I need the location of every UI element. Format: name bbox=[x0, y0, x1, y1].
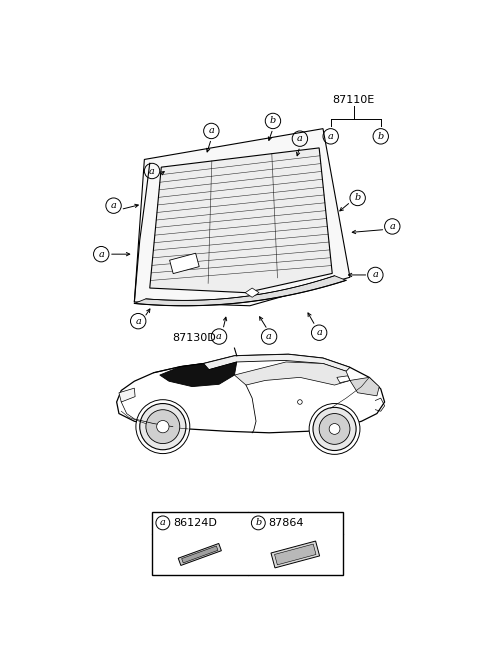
Text: a: a bbox=[149, 166, 155, 176]
Text: a: a bbox=[216, 332, 222, 341]
Polygon shape bbox=[196, 354, 350, 373]
Text: 87110E: 87110E bbox=[333, 95, 375, 105]
Text: a: a bbox=[328, 132, 334, 141]
Text: a: a bbox=[389, 222, 395, 231]
Polygon shape bbox=[150, 148, 332, 293]
Text: b: b bbox=[355, 193, 361, 202]
Polygon shape bbox=[350, 377, 379, 396]
Polygon shape bbox=[134, 276, 346, 306]
Circle shape bbox=[313, 407, 356, 451]
Polygon shape bbox=[117, 354, 384, 433]
Text: a: a bbox=[266, 332, 272, 341]
Polygon shape bbox=[275, 544, 316, 565]
Circle shape bbox=[319, 413, 350, 444]
Text: a: a bbox=[160, 518, 166, 527]
Circle shape bbox=[156, 421, 169, 433]
Polygon shape bbox=[119, 388, 135, 402]
Text: a: a bbox=[297, 134, 303, 143]
Text: 86124D: 86124D bbox=[173, 518, 217, 528]
Circle shape bbox=[140, 403, 186, 450]
Text: 87130D: 87130D bbox=[172, 333, 216, 343]
Text: a: a bbox=[208, 126, 214, 136]
Circle shape bbox=[329, 424, 340, 434]
Text: 87864: 87864 bbox=[268, 518, 304, 528]
Circle shape bbox=[298, 400, 302, 404]
Polygon shape bbox=[181, 546, 218, 563]
Polygon shape bbox=[234, 362, 350, 385]
Polygon shape bbox=[271, 541, 320, 568]
Polygon shape bbox=[337, 376, 350, 383]
Polygon shape bbox=[245, 288, 259, 297]
Text: b: b bbox=[255, 518, 262, 527]
Text: a: a bbox=[372, 271, 378, 280]
Text: a: a bbox=[316, 328, 322, 337]
Text: a: a bbox=[98, 250, 104, 259]
Text: b: b bbox=[378, 132, 384, 141]
Polygon shape bbox=[134, 128, 350, 306]
Polygon shape bbox=[169, 253, 199, 274]
FancyBboxPatch shape bbox=[152, 512, 343, 575]
Polygon shape bbox=[160, 362, 237, 386]
Circle shape bbox=[146, 409, 180, 443]
Circle shape bbox=[136, 400, 190, 454]
Text: a: a bbox=[110, 201, 117, 210]
Text: a: a bbox=[135, 316, 141, 326]
Text: b: b bbox=[270, 117, 276, 126]
Polygon shape bbox=[178, 544, 221, 565]
Circle shape bbox=[309, 403, 360, 455]
